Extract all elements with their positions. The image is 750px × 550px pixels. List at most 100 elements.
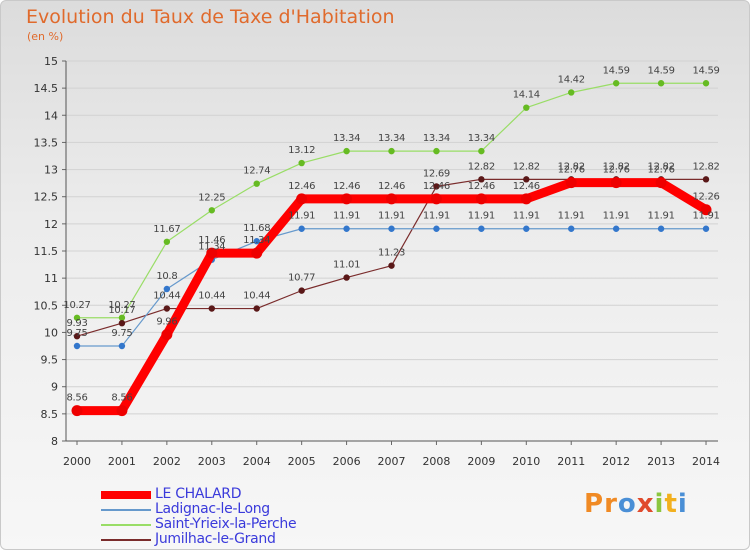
data-point [163,238,171,245]
data-label: 10.8 [156,271,177,282]
data-point [343,147,350,155]
data-label: 13.12 [288,145,315,156]
x-tick-label: 2004 [243,455,271,468]
data-label: 12.76 [603,165,630,176]
y-tick-label: 12 [44,218,58,231]
data-point [253,305,260,312]
data-label: 11.01 [333,260,360,271]
data-label: 11.34 [243,235,270,246]
data-point [251,247,263,259]
data-label: 11.34 [198,242,225,253]
data-point [296,193,308,205]
data-label: 12.26 [692,192,719,203]
data-label: 14.59 [692,65,719,76]
data-label: 9.75 [111,328,132,339]
data-label: 13.34 [378,133,405,144]
legend-label: Ladignac-le-Long [155,501,270,517]
data-point [343,274,350,281]
y-tick-label: 13.5 [34,136,59,149]
data-point [341,193,353,205]
data-label: 13.34 [423,133,450,144]
data-point [116,405,128,417]
data-label: 13.34 [333,133,360,144]
x-tick-label: 2007 [378,455,406,468]
x-tick-label: 2003 [198,455,226,468]
data-point [298,287,305,294]
y-tick-label: 9.5 [41,354,59,367]
data-label: 11.91 [648,211,675,222]
data-label: 11.91 [423,211,450,222]
x-tick-label: 2008 [422,455,450,468]
y-tick-label: 15 [44,55,58,68]
x-tick-label: 2002 [153,455,181,468]
data-label: 14.14 [513,90,540,101]
data-label: 11.91 [468,211,495,222]
data-point [118,320,126,327]
data-point [253,238,260,245]
data-label: 12.82 [513,161,540,172]
data-label: 11.91 [333,211,360,222]
data-label: 10.27 [108,300,135,311]
data-label: 9.93 [66,318,87,329]
data-label: 11.91 [378,211,405,222]
data-point [161,329,173,341]
data-label: 11.68 [243,223,270,234]
x-tick-label: 2000 [63,455,91,468]
data-label: 11.67 [153,224,180,235]
data-label: 9.75 [66,328,87,339]
data-point [657,225,665,232]
data-label: 14.59 [648,65,675,76]
y-tick-label: 14 [44,109,58,122]
legend-label: Saint-Yrieix-la-Perche [155,516,297,532]
x-tick-label: 2010 [512,455,540,468]
data-point [700,204,712,216]
data-label: 12.25 [198,192,225,203]
data-point [430,193,442,205]
data-label: 11.46 [198,235,225,246]
data-point [343,225,350,232]
data-point [568,89,575,96]
data-label: 12.74 [243,166,270,177]
data-point [478,147,485,155]
y-tick-label: 8.5 [41,408,59,421]
logo-letter: i [677,489,688,519]
data-label: 12.82 [648,161,675,172]
data-label: 10.44 [153,291,180,302]
data-point [612,225,620,232]
data-label: 8.56 [66,393,87,404]
data-point [163,305,171,312]
data-label: 14.42 [558,74,585,85]
data-label: 14.59 [603,65,630,76]
data-point [388,147,395,155]
data-label: 11.91 [513,211,540,222]
logo-letter: t [664,489,678,519]
data-label: 10.27 [63,300,90,311]
y-tick-label: 9 [51,381,58,394]
data-point [208,207,215,214]
data-label: 11.23 [378,248,405,259]
data-point [655,177,667,189]
data-point [386,193,398,205]
y-tick-label: 8 [51,435,58,448]
data-point [702,176,710,183]
data-label: 12.46 [333,181,360,192]
data-label: 9.96 [156,317,177,328]
data-label: 10.77 [288,273,315,284]
legend-swatch [101,491,151,499]
data-point [118,314,126,321]
y-tick-label: 10 [44,326,58,339]
logo-letter: P [584,489,605,519]
data-label: 13.34 [468,133,495,144]
data-label: 12.46 [378,181,405,192]
data-point [298,159,305,167]
data-label: 10.44 [243,291,270,302]
logo-letter: o [617,489,637,519]
data-label: 12.82 [558,161,585,172]
proxiti-logo: Proxiti [584,489,688,519]
data-point [478,176,485,183]
legend-label: Jumilhac-le-Grand [155,531,276,547]
data-point [71,405,83,417]
y-tick-label: 10.5 [34,299,59,312]
x-tick-label: 2012 [602,455,630,468]
